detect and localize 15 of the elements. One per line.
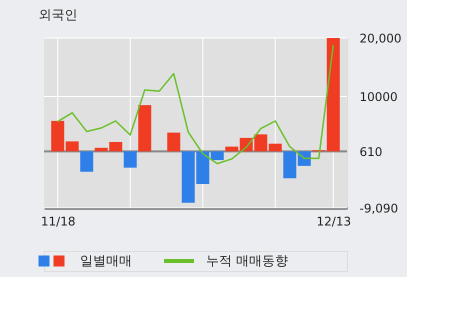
y-tick-label: -9,090: [360, 202, 398, 216]
x-tick-label: 11/18: [40, 214, 76, 228]
chart-title: 외국인: [38, 8, 78, 23]
bar: [182, 151, 195, 203]
bar: [124, 151, 137, 168]
y-tick-label: 20,000: [360, 32, 402, 46]
bar: [80, 151, 94, 172]
legend-label: 누적 매매동향: [206, 254, 288, 269]
y-tick-label: 10000: [360, 90, 398, 104]
bar: [138, 105, 152, 152]
y-tick-label: 610: [360, 144, 382, 159]
x-tick-label: 12/13: [316, 214, 352, 228]
legend-label: 일별매매: [80, 254, 132, 269]
bar: [167, 132, 180, 152]
line-series: [56, 44, 334, 164]
